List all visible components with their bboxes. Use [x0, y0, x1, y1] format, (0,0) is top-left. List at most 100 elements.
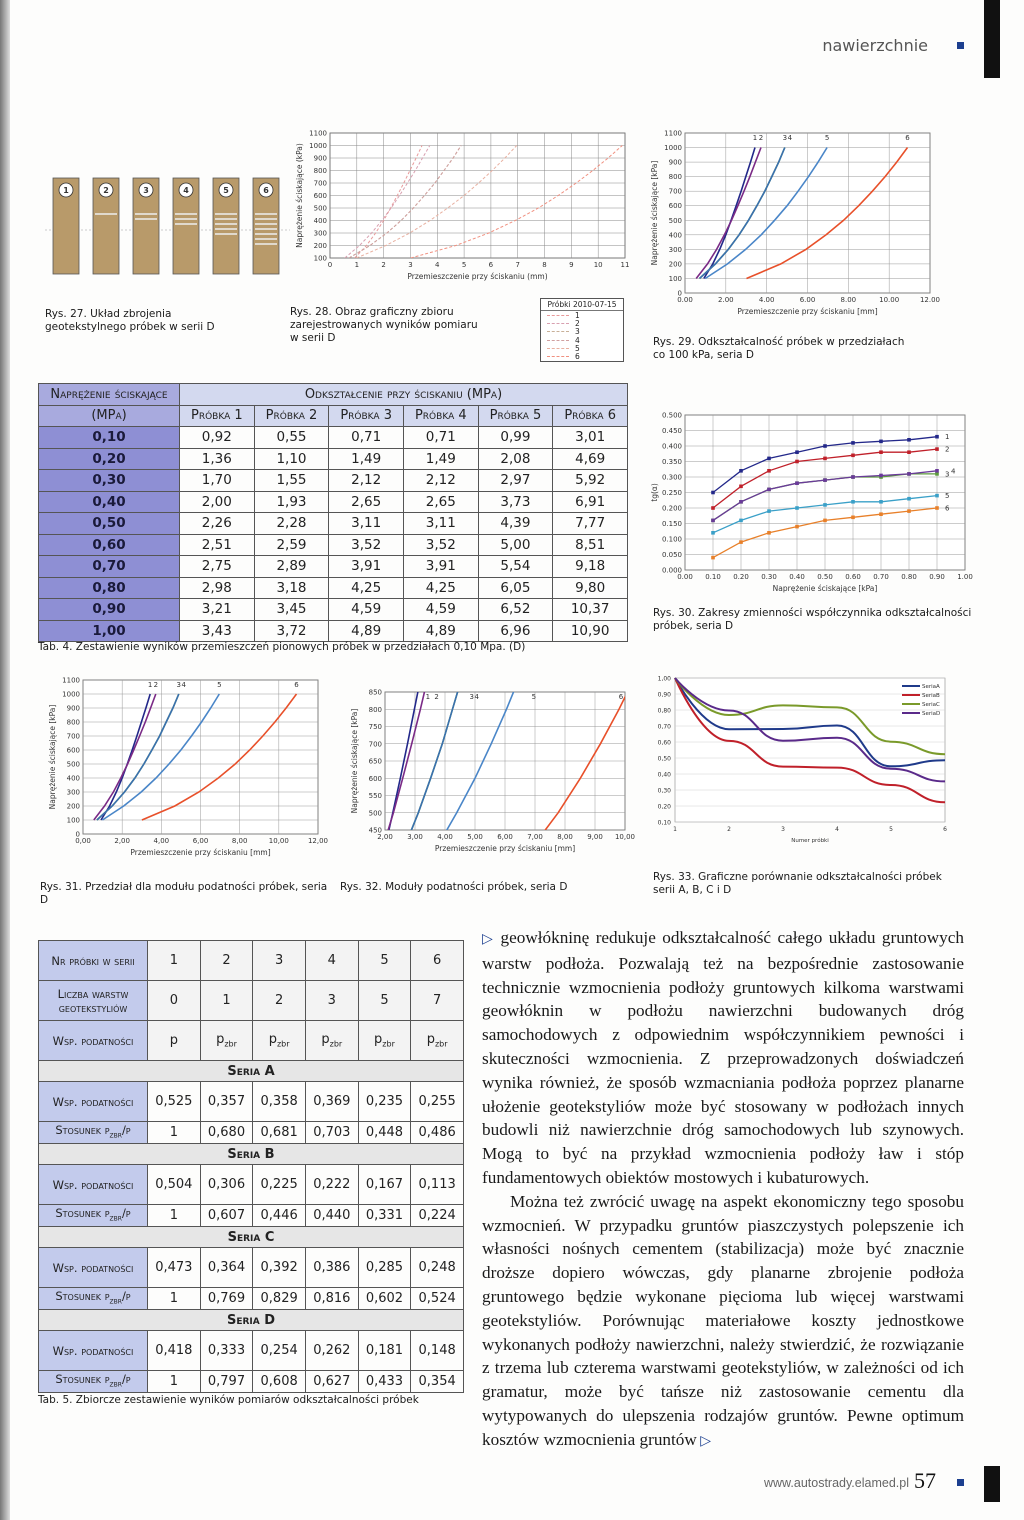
x-tick-label: 6.00 [800, 296, 816, 304]
x-tick-label: 10,00 [615, 833, 635, 841]
point [935, 472, 939, 476]
table-cell: 3,11 [328, 512, 404, 535]
y-axis-label: tg(α) [650, 483, 659, 502]
table-row: Wsp. podatności p pzbr pzbr pzbr pzbr pzbr [38, 1020, 464, 1061]
table-cell: 2,51 [179, 533, 255, 556]
y-tick-label: 600 [67, 747, 80, 755]
point [823, 518, 827, 523]
x-tick-label: 4,00 [437, 833, 453, 841]
table-row: Wsp. podatności 0,418 0,333 0,254 0,262 0,181… [38, 1330, 464, 1371]
cell-text: /p [121, 1205, 131, 1220]
table-cell: 4,89 [402, 619, 479, 642]
curve-label: 1 [753, 134, 757, 142]
x-tick-label: 11 [621, 261, 630, 269]
point [823, 444, 827, 448]
x-tick-label: 6 [489, 261, 494, 269]
table-4: Naprężenie ściskające Odkształcenie przy … [38, 383, 628, 642]
table-cell: 3,52 [402, 533, 479, 556]
point [767, 469, 771, 473]
point [935, 447, 939, 451]
table-cell: 2,12 [328, 469, 404, 492]
table-cell: 0,285 [357, 1247, 412, 1288]
table-cell: 0,254 [252, 1330, 306, 1371]
point [767, 487, 771, 492]
series-label: 5 [945, 492, 949, 500]
table-cell: 0,92 [179, 426, 255, 449]
table-cell: 1 [147, 1121, 201, 1144]
table-cell: 4,59 [402, 598, 479, 621]
x-tick-label: 8,00 [557, 833, 573, 841]
y-tick-label: 300 [67, 789, 80, 797]
cell-subscript: zbr [329, 1039, 343, 1049]
x-tick-label: 1 [355, 261, 359, 269]
curve [348, 145, 462, 258]
legend-label: 6 [575, 352, 580, 362]
x-tick-label: 12.00 [920, 296, 940, 304]
table-cell: 2,26 [179, 512, 255, 535]
y-axis-label: Naprężenie ściskające [kPa] [48, 705, 57, 810]
series-line [674, 677, 946, 804]
table-cell: 1 [147, 940, 201, 981]
y-tick-label: 800 [669, 173, 682, 181]
table-row: Stosunek pzbr/p 1 0,769 0,829 0,816 0,602 0,52… [38, 1287, 464, 1310]
legend-entry: 1 [541, 310, 623, 320]
table-cell: 1,10 [253, 447, 330, 470]
table-cell: 0,681 [252, 1121, 306, 1144]
table-cell: 0,262 [304, 1330, 359, 1371]
curve-label: 5 [217, 681, 221, 689]
x-tick-label: 7,00 [527, 833, 543, 841]
point [879, 439, 883, 444]
legend-swatch [547, 356, 569, 358]
section-header: nawierzchnie [822, 36, 928, 55]
table-cell: 5,00 [477, 533, 554, 556]
curve [100, 693, 151, 821]
legend-label: 2 [575, 318, 580, 328]
x-tick-label: 3 [781, 826, 785, 833]
x-tick-label: 0.90 [929, 573, 945, 581]
table-cell: 1,49 [328, 447, 404, 470]
x-tick-label: 0 [328, 261, 332, 269]
y-tick-label: 100 [669, 275, 682, 283]
table-row: 0,50 2,26 2,28 3,11 3,11 4,39 7,77 [38, 512, 628, 535]
table-cell: 10,90 [552, 619, 628, 642]
table-cell: 3,91 [328, 555, 404, 578]
body-text: ▷ geowłókninę redukuje odkształcalność c… [482, 926, 964, 1454]
series-line [674, 677, 946, 783]
point [795, 506, 799, 510]
table-cell: 0,524 [410, 1287, 464, 1310]
point [823, 456, 827, 461]
point [851, 453, 855, 458]
table-row: Seria D [38, 1309, 464, 1331]
table-cell: 2,28 [253, 512, 330, 535]
curve [96, 693, 180, 821]
cell-subscript: zbr [109, 1130, 122, 1140]
figure-samples: 1 2 3 4 5 6 [45, 177, 290, 275]
y-tick-label: 300 [314, 230, 327, 238]
table-row: Seria B [38, 1143, 464, 1165]
table-row: Stosunek pzbr/p 1 0,680 0,681 0,703 0,448 0,48… [38, 1121, 464, 1144]
y-tick-label: 0,90 [658, 692, 672, 699]
table-cell: 0,769 [199, 1287, 254, 1310]
x-tick-label: 0.70 [873, 573, 889, 581]
table-cell: 1 [147, 1370, 201, 1393]
table-row: 0,20 1,36 1,10 1,49 1,49 2,08 4,69 [38, 447, 628, 470]
y-tick-label: 800 [369, 706, 382, 714]
y-tick-label: 200 [669, 260, 682, 268]
legend-entry: 3 [541, 327, 623, 336]
table-cell: 4,25 [402, 576, 479, 599]
row-label: Wsp. podatności [38, 1164, 148, 1205]
series-header: Seria B [38, 1143, 464, 1165]
sample-marker [178, 182, 194, 198]
text: Można też zwrócić uwagę na aspekt ekonom… [482, 1191, 964, 1449]
x-tick-label: 6 [943, 826, 947, 833]
header-cell: (MPa) [38, 404, 180, 427]
legend-label: 1 [575, 310, 580, 320]
row-label: 0,30 [38, 469, 180, 492]
y-tick-label: 400 [314, 217, 327, 225]
y-tick-label: 500 [314, 205, 327, 213]
figure-chart: 0,00 2,00 4,00 6,00 8,00 10,00 12,00 0 100 200 300… [48, 677, 328, 858]
x-tick-label: 0.50 [817, 573, 833, 581]
point [935, 493, 939, 498]
y-tick-label: 450 [369, 827, 382, 835]
series-label: 1 [945, 433, 949, 441]
